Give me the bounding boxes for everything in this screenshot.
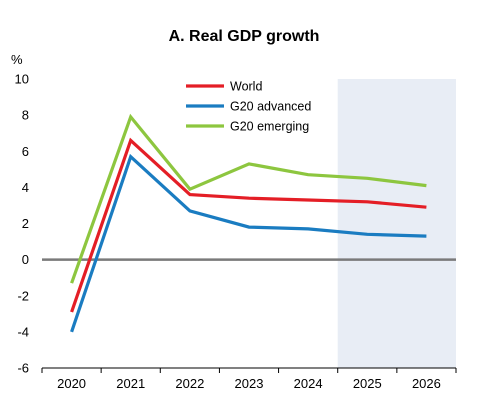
y-tick-label: 4 [22,180,29,195]
legend: World G20 advanced G20 emerging [186,80,311,134]
y-tick-label: -2 [17,288,29,303]
x-tick-label: 2025 [353,376,382,391]
series-lines [70,113,427,333]
x-tick-label: 2024 [294,376,323,391]
x-tick-label: 2026 [412,376,441,391]
y-tick-label: 10 [15,72,29,87]
series-line-3 [70,113,427,284]
y-tick-label: 0 [22,252,29,267]
legend-label: World [230,80,262,94]
chart-title: A. Real GDP growth [169,28,320,45]
y-tick-label: -6 [17,361,29,376]
y-axis-unit-label: % [11,52,23,67]
x-tick-label: 2023 [235,376,264,391]
y-axis-ticks: 10 8 6 4 2 0 -2 -4 -6 [15,72,29,376]
y-tick-label: -4 [17,324,29,339]
y-tick-label: 8 [22,108,29,123]
x-tick-label: 2021 [116,376,145,391]
y-tick-label: 2 [22,216,29,231]
legend-label: G20 emerging [230,120,309,134]
series-line-2 [70,153,427,333]
y-tick-label: 6 [22,144,29,159]
legend-label: G20 advanced [230,100,311,114]
x-axis-ticks: 2020 2021 2022 2023 2024 2025 2026 [41,368,457,391]
series-line-1 [70,137,427,313]
x-tick-label: 2022 [175,376,204,391]
projection-band [337,79,456,368]
x-tick-label: 2020 [57,376,86,391]
